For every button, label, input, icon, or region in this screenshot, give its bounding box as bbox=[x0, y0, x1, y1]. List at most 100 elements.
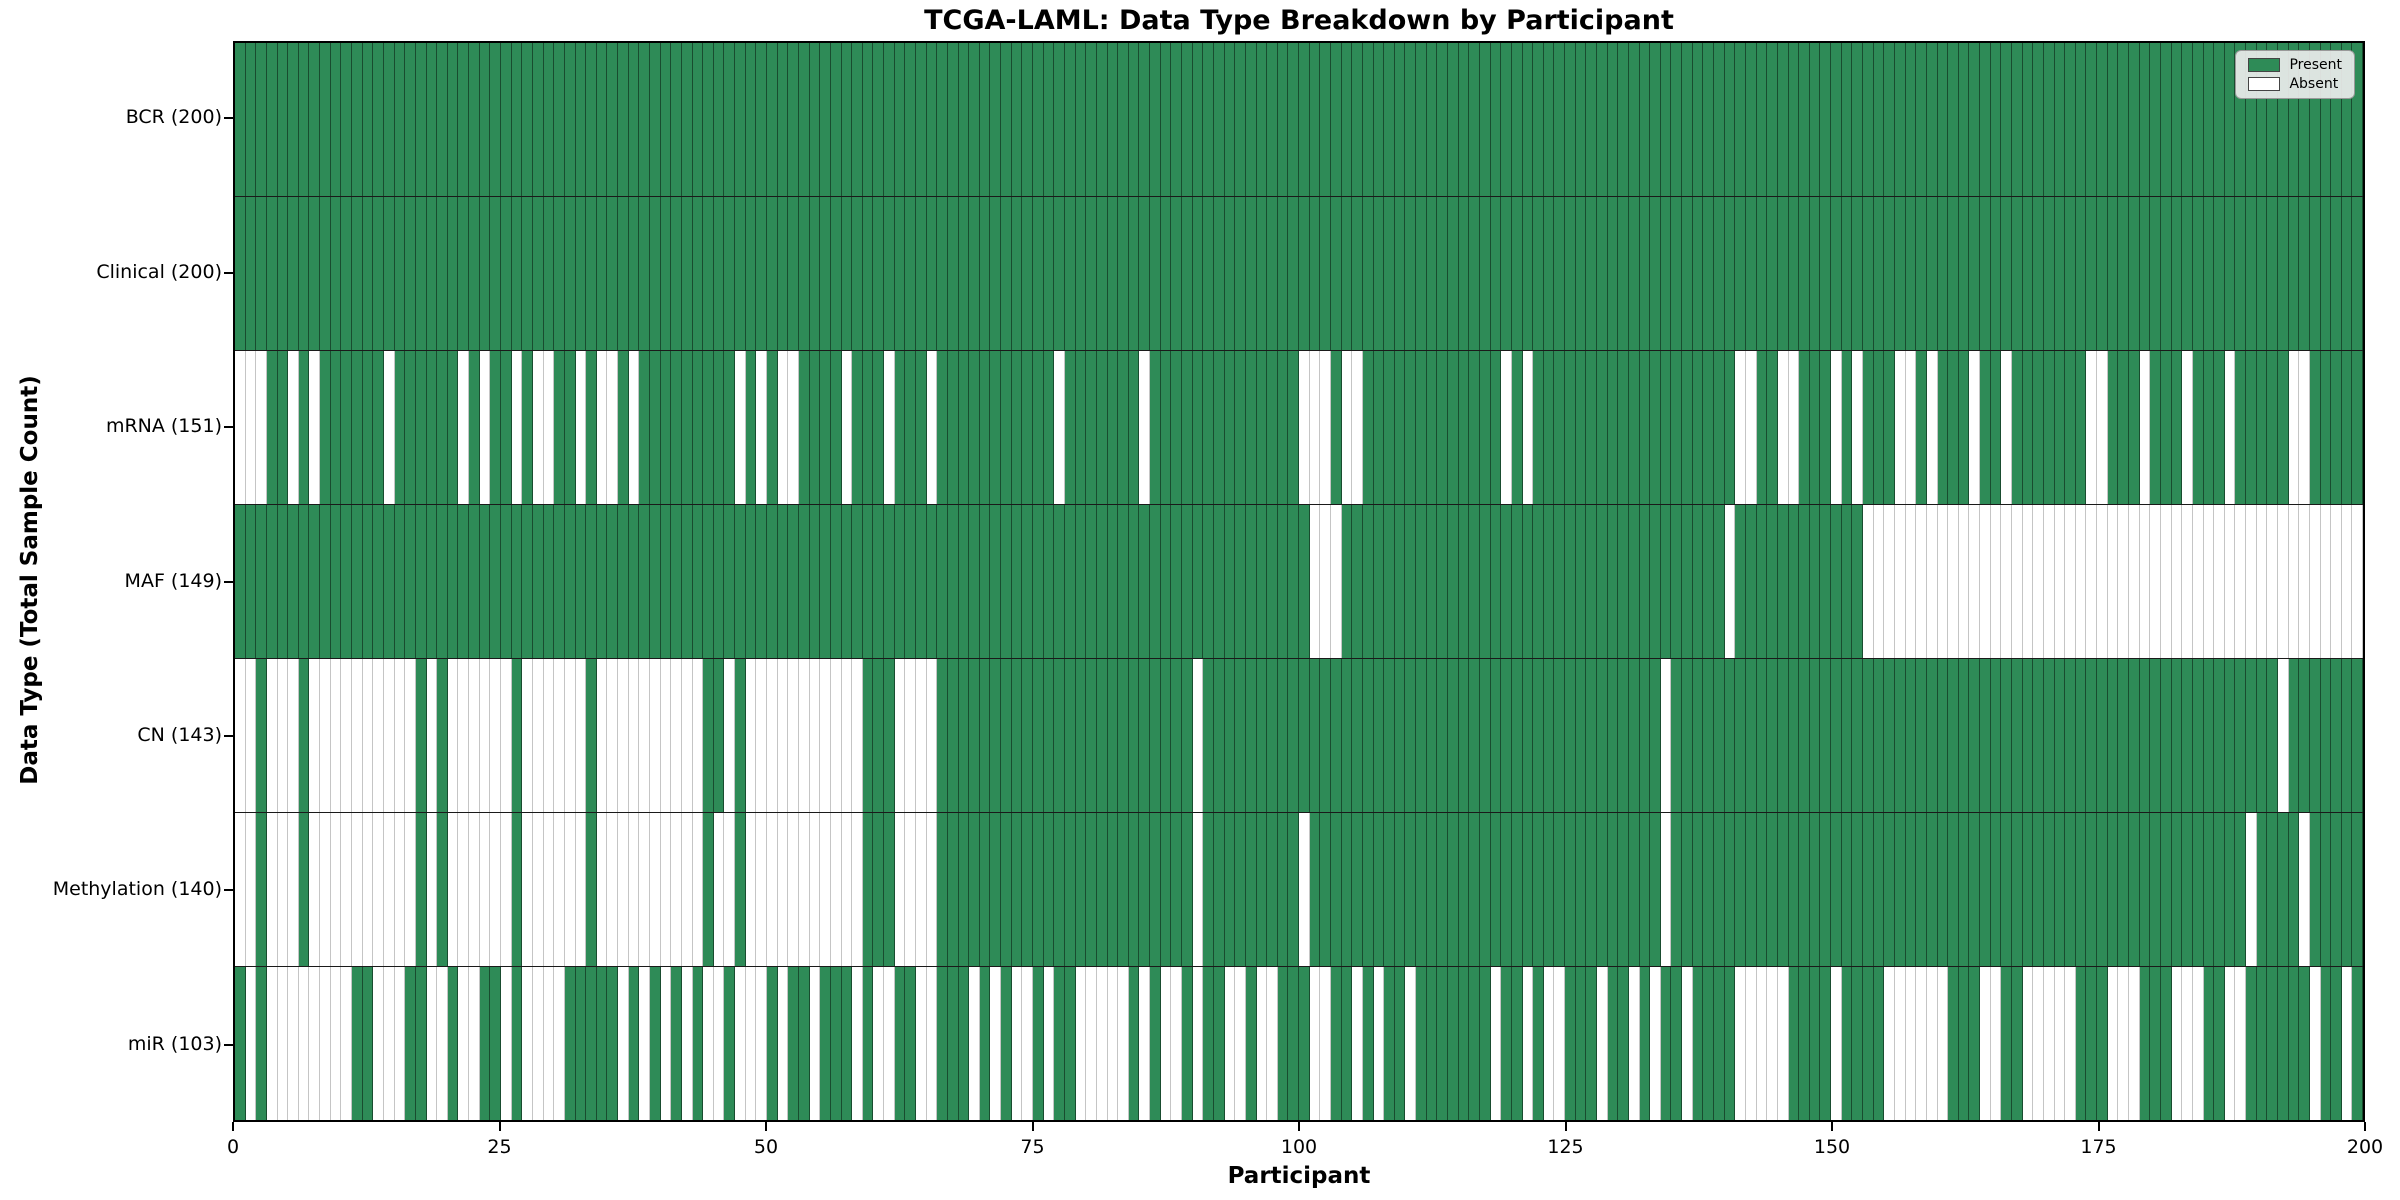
cell bbox=[1767, 659, 1778, 812]
cell bbox=[1001, 43, 1012, 196]
cell bbox=[1160, 967, 1172, 1120]
cell bbox=[2022, 197, 2034, 350]
cell bbox=[1597, 659, 1608, 812]
cell bbox=[2246, 967, 2257, 1120]
cell bbox=[692, 197, 704, 350]
cell bbox=[320, 967, 331, 1120]
cell bbox=[777, 813, 789, 966]
cell bbox=[1788, 659, 1800, 812]
cell bbox=[1703, 967, 1715, 1120]
cell bbox=[1416, 967, 1427, 1120]
cell bbox=[2075, 351, 2087, 504]
cell bbox=[1043, 813, 1055, 966]
cell bbox=[277, 967, 289, 1120]
cell bbox=[298, 813, 310, 966]
cell bbox=[905, 659, 916, 812]
cell bbox=[2288, 197, 2300, 350]
cell bbox=[713, 659, 725, 812]
cell bbox=[1937, 43, 1949, 196]
cell bbox=[1916, 351, 1927, 504]
cell bbox=[1554, 659, 1566, 812]
cell bbox=[1299, 813, 1310, 966]
cell bbox=[2043, 813, 2055, 966]
cell bbox=[1118, 43, 1129, 196]
cell bbox=[639, 197, 650, 350]
cell bbox=[352, 967, 363, 1120]
cell bbox=[1043, 351, 1055, 504]
cell bbox=[2075, 967, 2087, 1120]
cell bbox=[1501, 505, 1512, 658]
cell bbox=[522, 351, 533, 504]
cell bbox=[1107, 505, 1119, 658]
cell bbox=[2203, 351, 2215, 504]
cell bbox=[256, 351, 267, 504]
cell bbox=[1618, 659, 1629, 812]
cell bbox=[1150, 43, 1161, 196]
cell bbox=[266, 967, 278, 1120]
cell bbox=[990, 43, 1002, 196]
cell bbox=[1841, 659, 1853, 812]
cell bbox=[1894, 967, 1906, 1120]
cell bbox=[1852, 43, 1864, 196]
cell bbox=[2235, 659, 2247, 812]
cell bbox=[1437, 659, 1449, 812]
cell bbox=[1937, 505, 1949, 658]
cell bbox=[937, 43, 948, 196]
cell bbox=[916, 659, 927, 812]
cell bbox=[1607, 967, 1619, 1120]
cell bbox=[1628, 505, 1640, 658]
cell bbox=[1682, 505, 1693, 658]
cell bbox=[1767, 351, 1778, 504]
cell bbox=[1788, 813, 1800, 966]
cell bbox=[820, 505, 831, 658]
cell bbox=[852, 505, 863, 658]
cell bbox=[926, 351, 938, 504]
cell bbox=[1277, 43, 1289, 196]
cell bbox=[1267, 197, 1278, 350]
cell bbox=[1001, 197, 1012, 350]
heatmap-row-mRNA bbox=[235, 350, 2364, 504]
cell bbox=[458, 659, 470, 812]
cell bbox=[1990, 43, 2002, 196]
cell bbox=[341, 659, 353, 812]
cell bbox=[798, 351, 810, 504]
cell bbox=[1650, 659, 1661, 812]
cell bbox=[2331, 43, 2342, 196]
cell bbox=[724, 505, 736, 658]
cell bbox=[1820, 659, 1832, 812]
cell bbox=[1948, 197, 1959, 350]
cell bbox=[501, 505, 512, 658]
cell bbox=[2118, 351, 2130, 504]
cell bbox=[873, 813, 885, 966]
cell bbox=[830, 197, 842, 350]
x-tick-mark bbox=[2097, 1122, 2100, 1131]
cell bbox=[383, 351, 395, 504]
cell bbox=[1096, 43, 1108, 196]
cell bbox=[1894, 43, 1906, 196]
cell bbox=[2256, 813, 2268, 966]
cell bbox=[2107, 43, 2119, 196]
cell bbox=[1203, 505, 1214, 658]
cell bbox=[405, 351, 416, 504]
cell bbox=[1990, 813, 2002, 966]
cell bbox=[1128, 351, 1140, 504]
cell bbox=[1533, 197, 1544, 350]
cell bbox=[437, 43, 448, 196]
cell bbox=[1639, 659, 1651, 812]
cell bbox=[1607, 43, 1619, 196]
legend-label-present: Present bbox=[2289, 57, 2342, 73]
cell bbox=[1277, 505, 1289, 658]
cell bbox=[1671, 43, 1683, 196]
cell bbox=[575, 505, 587, 658]
cell bbox=[511, 659, 523, 812]
cell bbox=[554, 967, 565, 1120]
cell bbox=[1107, 813, 1119, 966]
cell bbox=[2341, 43, 2353, 196]
cell bbox=[1150, 197, 1161, 350]
cell bbox=[1777, 967, 1789, 1120]
cell bbox=[1203, 659, 1214, 812]
cell bbox=[947, 505, 959, 658]
cell bbox=[2352, 351, 2364, 504]
cell bbox=[692, 351, 704, 504]
cell bbox=[1863, 351, 1874, 504]
